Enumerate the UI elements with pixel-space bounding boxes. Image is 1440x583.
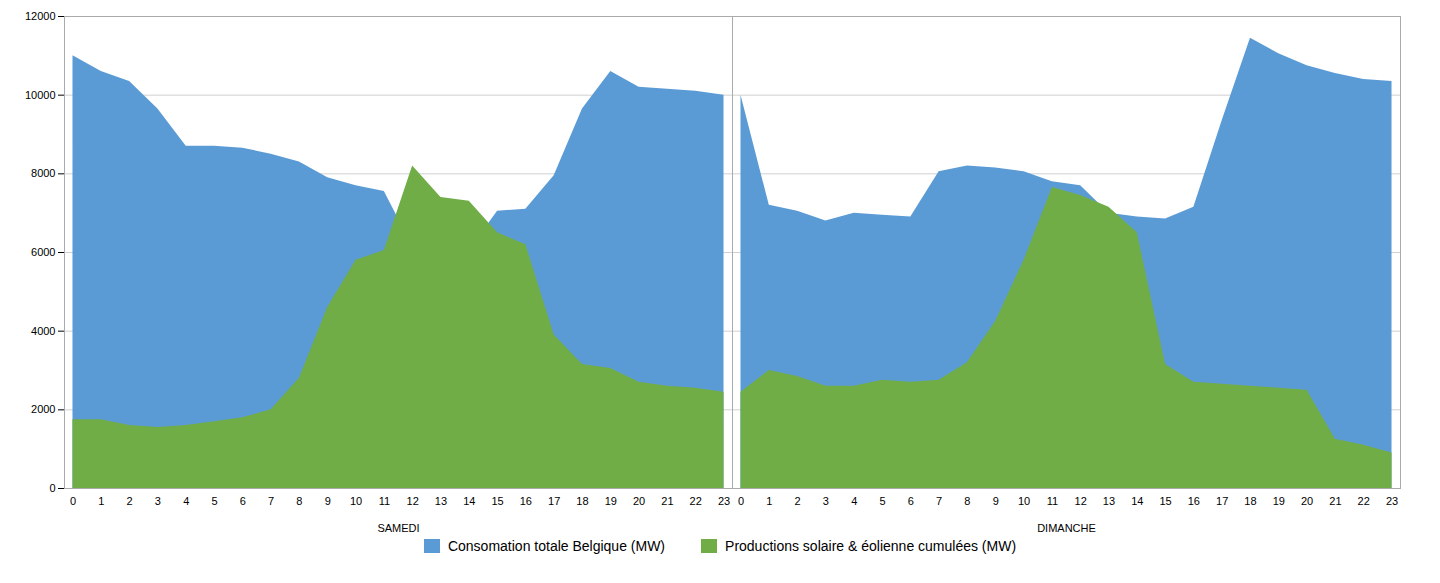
svg-text:13: 13	[435, 495, 447, 507]
svg-text:2: 2	[795, 495, 801, 507]
svg-text:5: 5	[211, 495, 217, 507]
svg-text:17: 17	[1216, 495, 1228, 507]
svg-text:3: 3	[155, 495, 161, 507]
svg-text:8: 8	[296, 495, 302, 507]
svg-text:14: 14	[463, 495, 475, 507]
svg-text:7: 7	[268, 495, 274, 507]
svg-text:2: 2	[127, 495, 133, 507]
svg-text:15: 15	[1159, 495, 1171, 507]
svg-text:4: 4	[183, 495, 189, 507]
svg-text:1: 1	[766, 495, 772, 507]
svg-text:23: 23	[1386, 495, 1398, 507]
svg-text:22: 22	[1358, 495, 1370, 507]
svg-text:7: 7	[936, 495, 942, 507]
svg-text:SAMEDI: SAMEDI	[377, 522, 419, 534]
svg-text:12: 12	[1075, 495, 1087, 507]
svg-text:10000: 10000	[25, 89, 56, 101]
svg-text:21: 21	[1329, 495, 1341, 507]
svg-text:10: 10	[1018, 495, 1030, 507]
svg-text:21: 21	[661, 495, 673, 507]
svg-text:4000: 4000	[31, 325, 55, 337]
svg-text:17: 17	[548, 495, 560, 507]
svg-text:3: 3	[823, 495, 829, 507]
svg-text:11: 11	[379, 495, 390, 507]
svg-text:12000: 12000	[25, 10, 56, 22]
svg-text:5: 5	[879, 495, 885, 507]
svg-text:20: 20	[633, 495, 645, 507]
svg-text:18: 18	[576, 495, 588, 507]
html-text:Productions solaire & éolienne: Productions solaire & éolienne cumulées …	[725, 538, 1017, 554]
svg-text:11: 11	[1047, 495, 1058, 507]
svg-text:1: 1	[98, 495, 104, 507]
svg-text:16: 16	[520, 495, 532, 507]
svg-text:DIMANCHE: DIMANCHE	[1037, 522, 1096, 534]
svg-text:0: 0	[70, 495, 76, 507]
svg-text:0: 0	[738, 495, 744, 507]
svg-text:20: 20	[1301, 495, 1313, 507]
svg-text:19: 19	[605, 495, 617, 507]
svg-text:6: 6	[908, 495, 914, 507]
svg-text:0: 0	[49, 482, 55, 494]
svg-text:6: 6	[240, 495, 246, 507]
svg-text:14: 14	[1131, 495, 1143, 507]
html-text:Consomation totale Belgique (M: Consomation totale Belgique (MW)	[447, 538, 665, 554]
svg-text:8000: 8000	[31, 167, 55, 179]
svg-text:9: 9	[993, 495, 999, 507]
svg-text:15: 15	[491, 495, 503, 507]
svg-text:4: 4	[851, 495, 857, 507]
svg-text:18: 18	[1244, 495, 1256, 507]
svg-text:13: 13	[1103, 495, 1115, 507]
svg-text:2000: 2000	[31, 403, 55, 415]
svg-text:22: 22	[690, 495, 702, 507]
svg-text:23: 23	[718, 495, 730, 507]
svg-text:16: 16	[1188, 495, 1200, 507]
svg-text:8: 8	[964, 495, 970, 507]
svg-text:6000: 6000	[31, 246, 55, 258]
svg-text:12: 12	[407, 495, 419, 507]
svg-text:19: 19	[1273, 495, 1285, 507]
svg-text:10: 10	[350, 495, 362, 507]
svg-text:9: 9	[325, 495, 331, 507]
